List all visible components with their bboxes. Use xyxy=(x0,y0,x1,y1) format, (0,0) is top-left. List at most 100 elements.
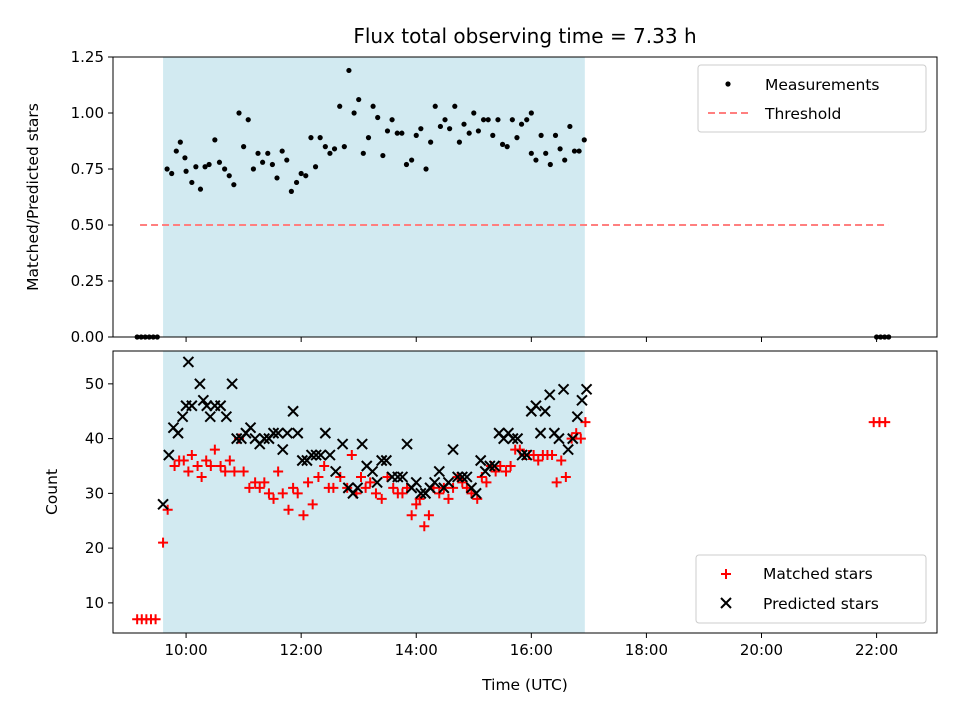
matched-star-point xyxy=(397,488,408,499)
measurement-point xyxy=(169,170,175,177)
measurement-point xyxy=(399,130,405,136)
predicted-star-point xyxy=(380,454,393,467)
measurement-point xyxy=(409,157,415,163)
matched-star-point xyxy=(335,471,346,482)
measurement-point xyxy=(394,130,400,136)
y-tick-label: 0.25 xyxy=(71,272,104,290)
observing-window-span xyxy=(163,351,585,633)
measurement-point xyxy=(317,135,323,141)
y-tick-label: 0.50 xyxy=(71,216,104,234)
legend-label-threshold: Threshold xyxy=(764,105,841,123)
measurement-point xyxy=(452,103,458,109)
measurement-point xyxy=(274,175,280,181)
measurement-point xyxy=(245,117,251,123)
y-tick-label: 30 xyxy=(85,484,104,502)
measurement-point xyxy=(447,126,453,132)
matched-star-point xyxy=(268,493,279,504)
predicted-star-point xyxy=(197,394,210,406)
predicted-star-point xyxy=(571,411,584,423)
predicted-star-point xyxy=(272,427,284,439)
predicted-star-point xyxy=(315,449,327,461)
predicted-star-point xyxy=(392,471,404,483)
series-predicted-stars xyxy=(157,356,593,511)
measurement-point xyxy=(288,188,294,194)
measurement-point xyxy=(279,148,285,154)
matched-star-point xyxy=(254,482,265,493)
predicted-star-point xyxy=(310,449,322,461)
matched-star-point xyxy=(229,466,240,477)
matched-star-point xyxy=(178,455,189,466)
measurement-point xyxy=(499,141,506,147)
predicted-star-point xyxy=(172,427,184,439)
matched-star-point xyxy=(209,444,220,455)
predicted-star-point xyxy=(447,443,459,456)
measurement-point xyxy=(518,121,525,127)
measurement-point xyxy=(547,161,553,168)
matched-star-point xyxy=(880,417,891,428)
measurement-point xyxy=(557,146,563,152)
predicted-star-point xyxy=(401,438,413,450)
matched-star-point xyxy=(196,471,207,482)
predicted-star-point xyxy=(356,438,368,450)
measurement-point xyxy=(327,150,333,156)
measurement-point xyxy=(456,139,463,145)
matched-star-point xyxy=(215,460,226,471)
matched-star-point xyxy=(169,460,180,471)
x-tick-label: 10:00 xyxy=(164,641,207,659)
measurement-point xyxy=(298,170,304,177)
matched-star-point xyxy=(443,493,454,504)
measurement-point xyxy=(514,135,520,141)
measurement-point xyxy=(197,186,204,192)
measurement-point xyxy=(241,144,247,150)
predicted-star-point xyxy=(226,378,238,390)
measurement-point xyxy=(222,166,228,172)
matched-star-point xyxy=(158,537,169,548)
predicted-star-point xyxy=(451,471,464,483)
measurement-point xyxy=(346,67,352,74)
predicted-star-point xyxy=(366,465,379,478)
y-tick-label: 50 xyxy=(85,375,104,393)
matched-star-point xyxy=(220,466,231,477)
matched-star-point xyxy=(162,504,173,515)
predicted-star-point xyxy=(562,443,574,456)
matched-star-point xyxy=(547,450,558,461)
matched-star-point xyxy=(370,488,381,499)
measurement-point xyxy=(189,179,195,186)
legend-measurement-marker xyxy=(725,81,731,87)
matched-star-point xyxy=(292,488,303,499)
legend-predicted-marker xyxy=(720,597,732,609)
measurement-point xyxy=(236,110,242,116)
y-tick-label: 10 xyxy=(85,594,104,612)
matched-star-point xyxy=(448,482,459,493)
matched-star-point xyxy=(192,460,203,471)
legend-matched-marker xyxy=(721,569,731,579)
measurement-point xyxy=(423,166,429,172)
predicted-star-point xyxy=(214,400,227,412)
predicted-star-point xyxy=(456,471,468,483)
predicted-star-point xyxy=(461,471,473,483)
legend: Measurements Threshold xyxy=(697,64,927,133)
measurement-point xyxy=(370,103,376,109)
predicted-star-point xyxy=(488,460,501,472)
measurement-point xyxy=(216,159,223,165)
measurement-point xyxy=(183,168,189,174)
predicted-star-point xyxy=(415,487,427,500)
matched-star-point xyxy=(560,471,571,482)
predicted-star-point xyxy=(319,427,332,439)
measurement-point xyxy=(480,117,487,123)
x-tick-label: 22:00 xyxy=(855,641,898,659)
matched-star-point xyxy=(201,455,212,466)
matched-star-point xyxy=(419,521,430,532)
predicted-star-point xyxy=(371,476,383,489)
predicted-star-point xyxy=(433,465,445,478)
predicted-star-point xyxy=(544,389,556,401)
measurement-point xyxy=(351,110,357,116)
measurement-point xyxy=(177,139,183,145)
matched-star-point xyxy=(238,466,249,477)
matched-star-point xyxy=(346,450,357,461)
predicted-star-point xyxy=(484,460,496,472)
legend-label-predicted: Predicted stars xyxy=(763,595,879,613)
matched-star-point xyxy=(224,455,235,466)
predicted-star-point xyxy=(442,476,455,489)
measurement-point xyxy=(260,159,266,165)
